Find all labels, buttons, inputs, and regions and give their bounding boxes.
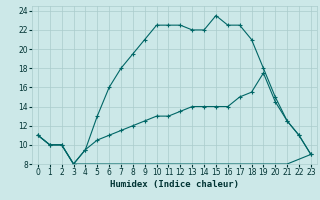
X-axis label: Humidex (Indice chaleur): Humidex (Indice chaleur) bbox=[110, 180, 239, 189]
